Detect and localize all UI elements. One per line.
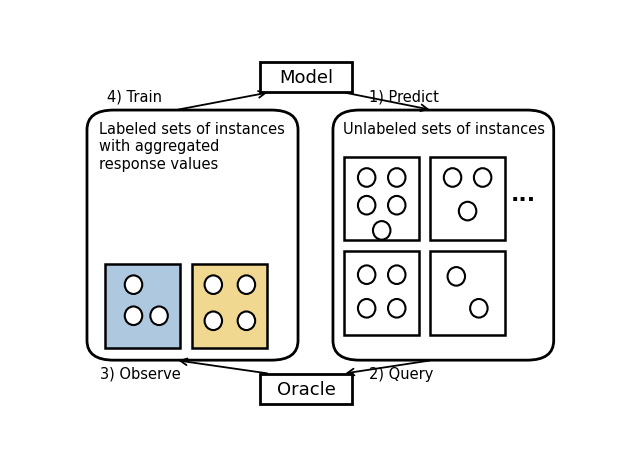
Text: Labeled sets of instances
with aggregated
response values: Labeled sets of instances with aggregate… bbox=[99, 121, 285, 171]
Text: 1) Predict: 1) Predict bbox=[369, 89, 439, 104]
FancyBboxPatch shape bbox=[87, 111, 298, 360]
Bar bbox=[430, 157, 505, 241]
Bar bbox=[430, 252, 505, 335]
Ellipse shape bbox=[238, 276, 255, 294]
Ellipse shape bbox=[388, 196, 406, 215]
Ellipse shape bbox=[205, 312, 222, 331]
FancyBboxPatch shape bbox=[333, 111, 553, 360]
Bar bbox=[192, 264, 267, 348]
Ellipse shape bbox=[444, 169, 461, 188]
Text: 3) Observe: 3) Observe bbox=[100, 366, 181, 381]
Bar bbox=[344, 157, 419, 241]
Ellipse shape bbox=[150, 307, 168, 325]
Ellipse shape bbox=[125, 276, 142, 294]
Ellipse shape bbox=[470, 300, 488, 318]
Ellipse shape bbox=[358, 196, 376, 215]
Text: 4) Train: 4) Train bbox=[108, 89, 162, 104]
Ellipse shape bbox=[358, 266, 376, 284]
Bar bbox=[344, 252, 419, 335]
Ellipse shape bbox=[238, 312, 255, 331]
Text: Model: Model bbox=[279, 69, 333, 87]
Ellipse shape bbox=[474, 169, 491, 188]
Text: Unlabeled sets of instances: Unlabeled sets of instances bbox=[342, 121, 545, 137]
Ellipse shape bbox=[125, 307, 142, 325]
Ellipse shape bbox=[448, 268, 465, 286]
Ellipse shape bbox=[459, 202, 476, 221]
Bar bbox=[105, 264, 180, 348]
Bar bbox=[260, 63, 352, 93]
Text: ...: ... bbox=[511, 185, 536, 205]
Ellipse shape bbox=[358, 169, 376, 188]
Ellipse shape bbox=[388, 169, 406, 188]
Ellipse shape bbox=[205, 276, 222, 294]
Ellipse shape bbox=[388, 300, 406, 318]
Text: Oracle: Oracle bbox=[277, 380, 336, 398]
Bar bbox=[260, 374, 352, 404]
Ellipse shape bbox=[388, 266, 406, 284]
Ellipse shape bbox=[373, 222, 391, 240]
Ellipse shape bbox=[358, 300, 376, 318]
Text: 2) Query: 2) Query bbox=[369, 366, 434, 381]
